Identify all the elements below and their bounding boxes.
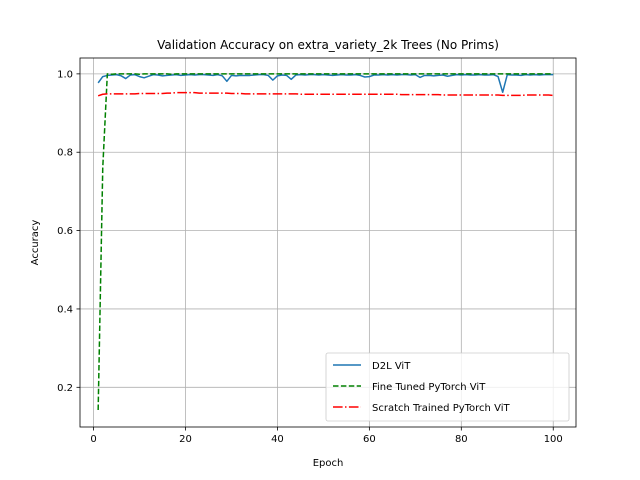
plot-frame — [79, 57, 577, 428]
x-tick-label: 40 — [271, 434, 284, 445]
y-tick-label: 0.8 — [57, 148, 73, 159]
legend-box — [325, 352, 570, 422]
legend-label: D2L ViT — [372, 361, 411, 372]
x-tick-label: 60 — [363, 434, 376, 445]
series-line-scratch-trained-pytorch-vit — [97, 91, 554, 97]
series-line-fine-tuned-pytorch-vit — [97, 73, 554, 411]
y-tick-label: 0.6 — [57, 226, 73, 237]
y-tick-label: 1.0 — [57, 69, 73, 80]
x-axis-label: Epoch — [313, 458, 344, 469]
x-tick-label: 0 — [90, 434, 96, 445]
legend-label: Fine Tuned PyTorch ViT — [372, 382, 486, 393]
y-tick-label: 0.2 — [57, 383, 73, 394]
y-axis-label: Accuracy — [30, 220, 41, 266]
x-tick-label: 20 — [179, 434, 192, 445]
ticks: 0 20 40 60 80 100 0.2 0.4 0.6 0.8 1.0 — [57, 69, 563, 445]
y-tick-label: 0.4 — [57, 304, 73, 315]
legend: D2L ViT Fine Tuned PyTorch ViT Scratch Tra… — [325, 352, 570, 422]
x-tick-label: 80 — [455, 434, 468, 445]
chart-title: Validation Accuracy on extra_variety_2k … — [157, 38, 499, 52]
legend-label: Scratch Trained PyTorch ViT — [372, 403, 510, 414]
x-tick-label: 100 — [544, 434, 563, 445]
series-line-d2l-vit — [97, 73, 554, 94]
series-layer — [97, 73, 554, 411]
